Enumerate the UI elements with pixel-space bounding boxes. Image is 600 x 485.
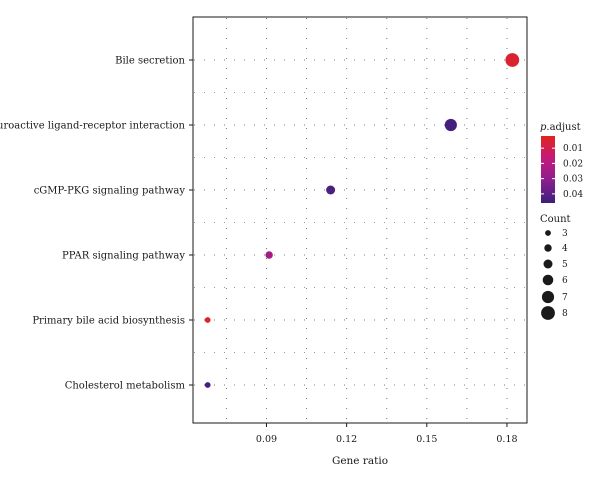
size-legend-dot xyxy=(542,274,554,286)
y-category-label: Neuroactive ligand-receptor interaction xyxy=(0,121,186,132)
size-legend-label: 6 xyxy=(562,276,568,286)
data-point xyxy=(204,317,211,323)
axes: 0.09 0.12 0.15 0.18 Bile secretion Neuroactiv… xyxy=(0,56,518,446)
y-category-label: Primary bile acid biosynthesis xyxy=(32,316,185,327)
data-point xyxy=(326,185,336,195)
y-category-label: cGMP-PKG signaling pathway xyxy=(34,186,186,197)
plot-panel-border xyxy=(192,16,528,424)
y-category-label: Cholesterol metabolism xyxy=(65,381,186,392)
y-category-label: PPAR signaling pathway xyxy=(62,251,185,262)
data-point xyxy=(444,118,457,132)
size-legend: Count 3 4 5 6 7 8 xyxy=(540,214,571,320)
size-legend-dot xyxy=(545,230,551,236)
data-point xyxy=(265,251,273,259)
color-legend-label: 0.01 xyxy=(563,144,583,154)
size-legend-label: 7 xyxy=(562,293,568,303)
color-bar xyxy=(541,136,555,203)
size-legend-dot xyxy=(541,306,555,320)
color-legend-title: p.adjust xyxy=(540,122,581,133)
x-tick-label: 0.09 xyxy=(256,434,277,445)
data-points xyxy=(204,53,520,388)
color-legend: p.adjust 0.01 0.02 0.03 0.04 xyxy=(540,122,583,203)
color-legend-label: 0.02 xyxy=(563,159,583,169)
x-tick-label: 0.18 xyxy=(496,434,517,445)
color-legend-label: 0.04 xyxy=(563,190,583,200)
y-category-label: Bile secretion xyxy=(115,56,185,67)
x-tick-label: 0.15 xyxy=(416,434,437,445)
data-point xyxy=(505,53,520,67)
size-legend-label: 8 xyxy=(562,309,568,319)
size-legend-label: 5 xyxy=(562,260,568,270)
data-point xyxy=(204,382,211,388)
x-axis-title: Gene ratio xyxy=(332,455,388,467)
size-legend-title: Count xyxy=(540,214,571,225)
size-legend-dot xyxy=(541,290,555,304)
size-legend-dot xyxy=(543,259,553,269)
size-legend-label: 4 xyxy=(562,244,568,254)
size-legend-dot xyxy=(544,244,552,252)
grid-lines xyxy=(194,18,526,422)
color-legend-label: 0.03 xyxy=(563,175,583,185)
x-tick-label: 0.12 xyxy=(336,434,357,445)
size-legend-label: 3 xyxy=(562,229,568,239)
